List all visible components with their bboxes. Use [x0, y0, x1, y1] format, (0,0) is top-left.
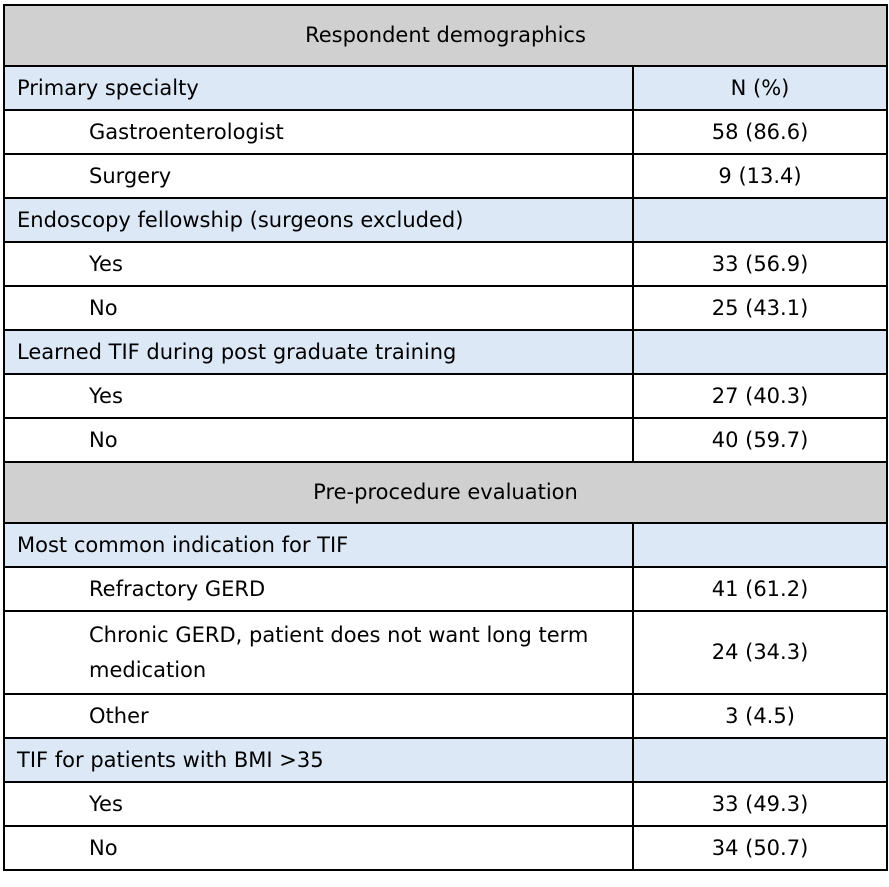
row-label: Gastroenterologist [3, 109, 634, 155]
table-row: Gastroenterologist 58 (86.6) [3, 109, 889, 155]
table-row: No 40 (59.7) [3, 417, 889, 463]
row-label: Yes [3, 373, 634, 419]
row-value: 9 (13.4) [631, 153, 889, 199]
row-value: 24 (34.3) [631, 610, 889, 695]
table-row: Other 3 (4.5) [3, 693, 889, 739]
category-label: TIF for patients with BMI >35 [3, 737, 634, 783]
row-label: Chronic GERD, patient does not want long… [3, 610, 634, 695]
category-value [631, 329, 889, 375]
row-label: Surgery [3, 153, 634, 199]
category-row: Most common indication for TIF [3, 522, 889, 568]
row-label: Yes [3, 241, 634, 287]
row-label: No [3, 285, 634, 331]
row-value: 33 (56.9) [631, 241, 889, 287]
table-row: No 34 (50.7) [3, 825, 889, 871]
category-row: Learned TIF during post graduate trainin… [3, 329, 889, 375]
category-value [631, 197, 889, 243]
table-row: No 25 (43.1) [3, 285, 889, 331]
table-row: Chronic GERD, patient does not want long… [3, 610, 889, 695]
row-label: No [3, 825, 634, 871]
row-value: 3 (4.5) [631, 693, 889, 739]
row-value: 33 (49.3) [631, 781, 889, 827]
section-header-row: Respondent demographics [2, 4, 889, 67]
table-row: Surgery 9 (13.4) [3, 153, 889, 199]
table-row: Yes 27 (40.3) [3, 373, 889, 419]
category-label: Endoscopy fellowship (surgeons excluded) [3, 197, 634, 243]
demographics-table: Respondent demographics Primary specialt… [2, 4, 889, 871]
row-value: 40 (59.7) [631, 417, 889, 463]
category-value [631, 522, 889, 568]
category-label: Learned TIF during post graduate trainin… [3, 329, 634, 375]
category-value [631, 737, 889, 783]
category-row: Primary specialty N (%) [3, 65, 889, 111]
row-label: No [3, 417, 634, 463]
row-value: 41 (61.2) [631, 566, 889, 612]
row-label: Yes [3, 781, 634, 827]
category-row: Endoscopy fellowship (surgeons excluded) [3, 197, 889, 243]
category-row: TIF for patients with BMI >35 [3, 737, 889, 783]
category-label: Most common indication for TIF [3, 522, 634, 568]
column-header-n-percent: N (%) [631, 65, 889, 111]
table-row: Refractory GERD 41 (61.2) [3, 566, 889, 612]
table-row: Yes 33 (49.3) [3, 781, 889, 827]
row-label: Refractory GERD [3, 566, 634, 612]
row-value: 58 (86.6) [631, 109, 889, 155]
row-value: 34 (50.7) [631, 825, 889, 871]
row-value: 25 (43.1) [631, 285, 889, 331]
section-title: Respondent demographics [2, 4, 889, 67]
category-label: Primary specialty [3, 65, 634, 111]
row-label: Other [3, 693, 634, 739]
row-value: 27 (40.3) [631, 373, 889, 419]
section-title: Pre-procedure evaluation [2, 461, 889, 524]
table-row: Yes 33 (56.9) [3, 241, 889, 287]
section-header-row: Pre-procedure evaluation [2, 461, 889, 524]
